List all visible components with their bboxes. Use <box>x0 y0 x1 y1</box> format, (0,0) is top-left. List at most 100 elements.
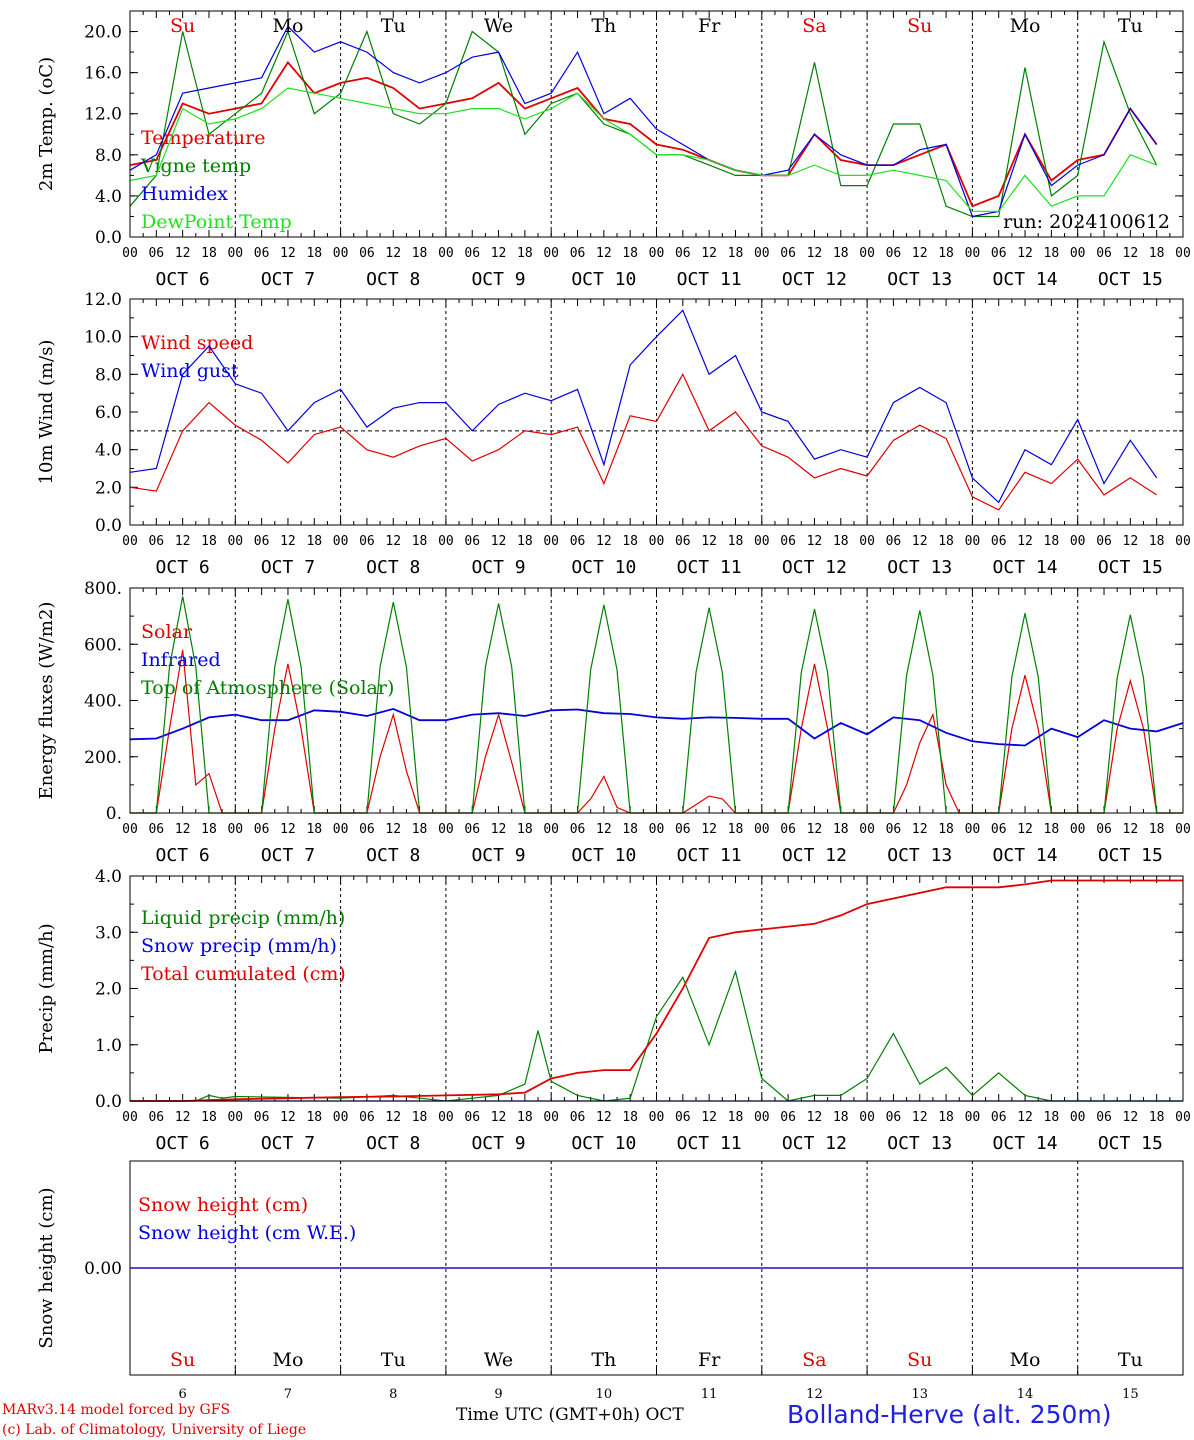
hour-label: 12 <box>807 1110 823 1125</box>
hour-label: 12 <box>701 822 717 837</box>
hour-label: 12 <box>385 1110 401 1125</box>
day-number: 14 <box>1017 1387 1034 1400</box>
y-tick-label: 0.0 <box>95 516 122 536</box>
hour-label: 00 <box>859 246 875 261</box>
day-letter-top: Su <box>170 15 195 37</box>
date-label: OCT 15 <box>1098 557 1163 578</box>
hour-label: 12 <box>175 1110 191 1125</box>
hour-label: 12 <box>912 822 928 837</box>
hour-label: 06 <box>148 1110 164 1125</box>
panel-frame <box>129 587 1184 814</box>
day-letter-top: Th <box>591 15 616 37</box>
hour-label: 06 <box>780 822 796 837</box>
y-tick-label: 12.0 <box>84 290 122 310</box>
hour-label: 06 <box>359 534 375 549</box>
hour-label: 18 <box>833 246 849 261</box>
day-number: 11 <box>701 1387 718 1400</box>
day-letter-top: Mo <box>1010 15 1041 37</box>
date-label: OCT 14 <box>993 845 1058 866</box>
y-tick-label: 0.00 <box>84 1259 122 1279</box>
hour-label: 18 <box>622 1110 638 1125</box>
hour-label: 12 <box>912 534 928 549</box>
hour-label: 00 <box>227 246 243 261</box>
hour-label: 06 <box>886 1110 902 1125</box>
y-tick-label: 0.0 <box>95 1092 122 1112</box>
hour-label: 12 <box>912 1110 928 1125</box>
hour-label: 00 <box>543 822 559 837</box>
hour-label: 12 <box>701 246 717 261</box>
hour-label: 18 <box>622 246 638 261</box>
series-line-2-2 <box>129 309 1158 504</box>
date-label: OCT 6 <box>156 1133 210 1154</box>
hour-label: 06 <box>1096 822 1112 837</box>
hour-label: 06 <box>148 246 164 261</box>
month-label: OCT <box>645 1405 684 1425</box>
day-letter-bottom: Mo <box>272 1349 303 1371</box>
hour-label: 18 <box>306 534 322 549</box>
hour-label: 18 <box>938 822 954 837</box>
x-axis-title: Time UTC (GMT+0h) OCT <box>456 1405 684 1425</box>
hour-label: 00 <box>649 1110 665 1125</box>
legend-entry: Temperature <box>141 127 265 149</box>
legend-entry: Snow height (cm W.E.) <box>138 1222 356 1244</box>
panel-1: 0.0 4.0 8.0 12.0 16.0 20.0 2m Temp. (oC) Temper… <box>36 10 1191 290</box>
y-tick-label: 8.0 <box>95 146 122 166</box>
hour-label: 12 <box>385 822 401 837</box>
hour-label: 12 <box>280 534 296 549</box>
hour-label: 18 <box>728 1110 744 1125</box>
day-number: 6 <box>179 1387 187 1400</box>
date-label: OCT 15 <box>1098 845 1163 866</box>
hour-label: 00 <box>122 534 138 549</box>
hour-label: 00 <box>333 534 349 549</box>
date-label: OCT 12 <box>782 557 847 578</box>
date-label: OCT 8 <box>366 557 420 578</box>
y-tick-label: 600. <box>84 635 122 655</box>
hour-label: 00 <box>543 1110 559 1125</box>
date-label: OCT 8 <box>366 269 420 290</box>
hour-label: 00 <box>1070 534 1086 549</box>
hour-label: 00 <box>754 1110 770 1125</box>
legend-entry: Snow precip (mm/h) <box>141 935 337 957</box>
hour-label: 00 <box>227 1110 243 1125</box>
location-label: Bolland-Herve (alt. 250m) <box>787 1400 1112 1429</box>
hour-label: 00 <box>122 246 138 261</box>
date-label: OCT 13 <box>887 845 952 866</box>
legend-entry: Wind speed <box>141 332 253 354</box>
date-label: OCT 14 <box>993 557 1058 578</box>
y-tick-label: 3.0 <box>95 923 122 943</box>
hour-label: 12 <box>1017 534 1033 549</box>
day-letter-bottom: Mo <box>1010 1349 1041 1371</box>
hour-label: 06 <box>254 822 270 837</box>
hour-label: 18 <box>1044 534 1060 549</box>
hour-label: 00 <box>965 534 981 549</box>
legend-entry: Infrared <box>141 649 221 671</box>
y-tick-label: 10.0 <box>84 328 122 348</box>
hour-label: 06 <box>254 534 270 549</box>
hour-label: 12 <box>912 246 928 261</box>
date-label: OCT 9 <box>471 1133 525 1154</box>
hour-label: 06 <box>464 1110 480 1125</box>
hour-label: 00 <box>333 246 349 261</box>
hour-label: 18 <box>412 1110 428 1125</box>
hour-label: 06 <box>254 1110 270 1125</box>
y-axis-label: Energy fluxes (W/m2) <box>36 602 57 800</box>
panel-2: 0.0 2.0 4.0 6.0 8.0 10.0 12.0 10m Wind (m/s) Win… <box>36 290 1191 578</box>
hour-label: 18 <box>306 246 322 261</box>
day-letter-bottom: Th <box>591 1349 616 1371</box>
y-tick-label: 200. <box>84 748 122 768</box>
hour-label: 18 <box>728 822 744 837</box>
hour-label: 00 <box>649 534 665 549</box>
hour-label: 12 <box>280 246 296 261</box>
legend-entry: Top of Atmosphere (Solar) <box>141 677 394 699</box>
date-label: OCT 13 <box>887 269 952 290</box>
legend-entry: Humidex <box>141 183 228 205</box>
hour-label: 18 <box>306 822 322 837</box>
y-axis-label: Snow height (cm) <box>36 1187 57 1348</box>
date-label: OCT 8 <box>366 845 420 866</box>
date-label: OCT 9 <box>471 269 525 290</box>
date-label: OCT 9 <box>471 557 525 578</box>
hour-label: 00 <box>122 822 138 837</box>
legend-entry: Wind gust <box>141 360 239 382</box>
hour-label: 18 <box>728 534 744 549</box>
hour-label: 00 <box>438 822 454 837</box>
